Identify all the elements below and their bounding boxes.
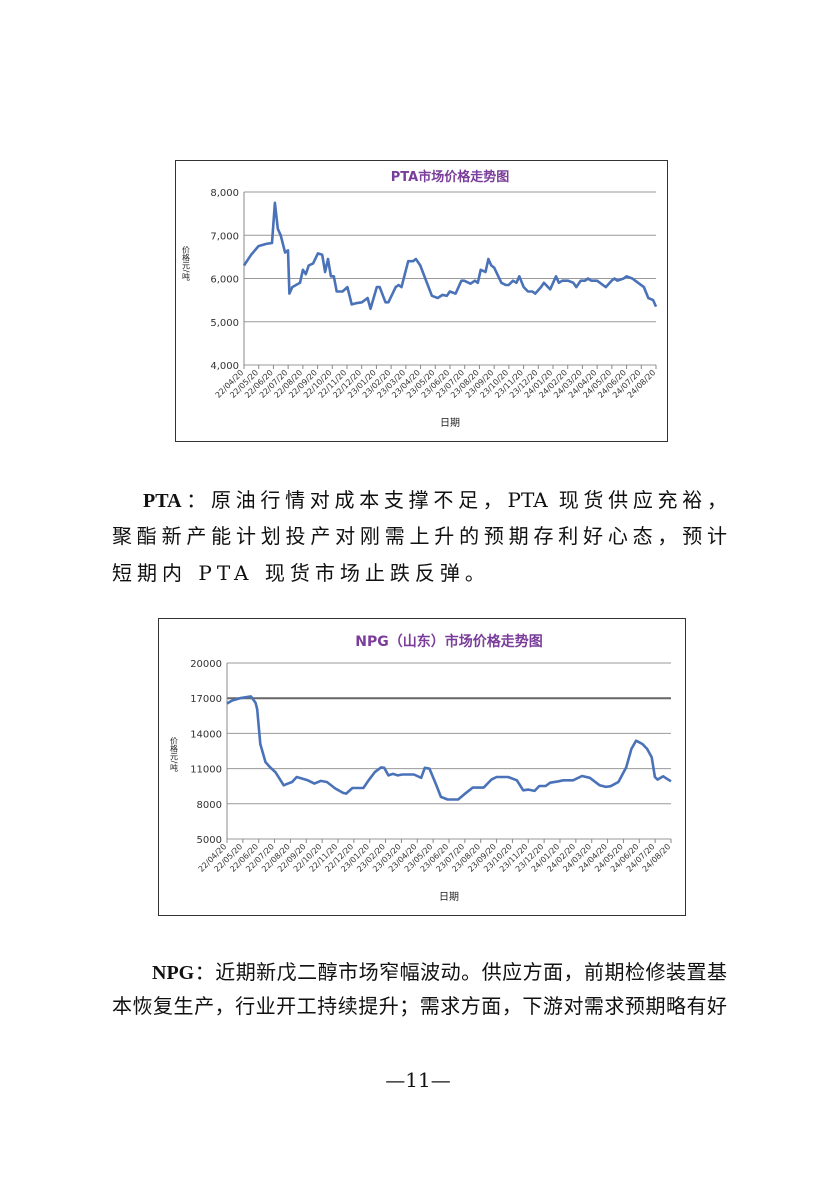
pta-paragraph-line-1: PTA：原油行情对成本支撑不足，PTA 现货供应充裕， xyxy=(143,488,727,513)
pta-lead: PTA xyxy=(143,490,182,512)
npg-chart-title: NPG（山东）市场价格走势图 xyxy=(355,633,542,650)
pta-y-tick-label: 8,000 xyxy=(210,188,239,199)
pta-paragraph-line-2: 聚酯新产能计划投产对刚需上升的预期存利好心态，预计 xyxy=(112,524,727,548)
pta-y-tick-label: 4,000 xyxy=(210,361,239,372)
npg-paragraph-line-2: 本恢复生产，行业开工持续提升；需求方面，下游对需求预期略有好 xyxy=(112,994,727,1018)
npg-y-tick-label: 5000 xyxy=(197,835,222,846)
npg-y-tick-label: 20000 xyxy=(190,659,222,670)
pta-price-chart-svg: PTA市场价格走势图4,0005,0006,0007,0008,00022/04… xyxy=(182,169,658,429)
pta-x-axis-title: 日期 xyxy=(440,417,460,429)
npg-text-1: ：近期新戊二醇市场窄幅波动。供应方面，前期检修装置基 xyxy=(194,960,727,984)
npg-y-tick-label: 14000 xyxy=(190,729,222,740)
npg-lead: NPG xyxy=(152,962,195,984)
pta-paragraph-line-3: 短期内 PTA 现货市场止跌反弹。 xyxy=(112,561,490,585)
page-number: —11— xyxy=(385,1068,451,1092)
npg-y-axis-title: 价格元/吨 xyxy=(170,737,179,772)
pta-y-axis-title: 价格元/吨 xyxy=(182,246,191,281)
npg-paragraph-line-1: NPG：近期新戊二醇市场窄幅波动。供应方面，前期检修装置基 xyxy=(152,960,727,985)
npg-x-axis-title: 日期 xyxy=(439,891,459,903)
npg-price-chart-svg: NPG（山东）市场价格走势图 5000 8000 11000 14000 17000 200… xyxy=(170,633,673,903)
pta-chart-title: PTA市场价格走势图 xyxy=(391,169,509,185)
pta-text-1: ：原油行情对成本支撑不足，PTA 现货供应充裕， xyxy=(181,488,727,512)
npg-y-tick-label: 17000 xyxy=(190,694,222,705)
npg-price-line xyxy=(226,695,672,801)
npg-y-tick-label: 8000 xyxy=(197,800,222,811)
pta-y-tick-label: 5,000 xyxy=(210,318,239,329)
pta-price-line xyxy=(242,201,658,311)
npg-chart: NPG（山东）市场价格走势图 5000 8000 11000 14000 17000 200… xyxy=(158,618,686,916)
pta-chart: PTA市场价格走势图 4,000 5,000 6,000 7,000 8,000 22/04… xyxy=(175,160,668,442)
npg-y-tick-label: 11000 xyxy=(190,765,222,776)
pta-y-tick-label: 6,000 xyxy=(210,275,239,286)
pta-y-tick-label: 7,000 xyxy=(210,231,239,242)
